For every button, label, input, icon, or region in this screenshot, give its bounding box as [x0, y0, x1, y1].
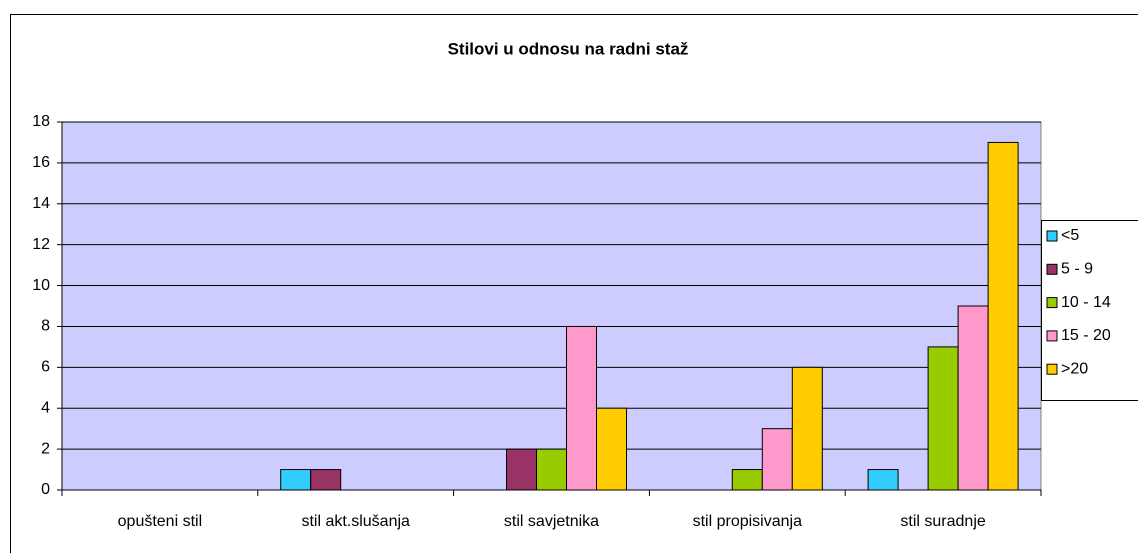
bar	[867, 469, 899, 491]
y-tick-label: 14	[32, 195, 50, 212]
y-tick-label: 18	[32, 113, 50, 130]
legend-label: >20	[1061, 360, 1088, 377]
x-tick-label: stil akt.slušanja	[301, 513, 410, 530]
plot-area	[61, 121, 1042, 491]
bar	[731, 469, 763, 491]
x-tick-label: stil suradnje	[900, 513, 985, 530]
legend-label: 15 - 20	[1061, 327, 1111, 344]
chart-title: Stilovi u odnosu na radni staž	[448, 39, 689, 58]
legend-swatch	[1046, 363, 1058, 375]
bar	[280, 469, 312, 491]
y-tick-label: 0	[41, 481, 50, 498]
y-tick-label: 8	[41, 318, 50, 335]
legend-swatch	[1046, 330, 1058, 342]
legend-label: 10 - 14	[1061, 294, 1111, 311]
y-tick-label: 16	[32, 154, 50, 171]
legend-label: <5	[1061, 227, 1079, 244]
y-tick-label: 4	[41, 399, 50, 416]
bar	[927, 346, 959, 491]
x-tick-label: stil propisivanja	[693, 513, 802, 530]
y-tick-label: 10	[32, 277, 50, 294]
legend-label: 5 - 9	[1061, 261, 1093, 278]
x-tick-label: opušteni stil	[118, 513, 203, 530]
legend-box	[1041, 220, 1138, 401]
bar	[310, 469, 342, 491]
bar	[761, 428, 793, 491]
bar	[506, 448, 537, 491]
legend-swatch	[1046, 230, 1058, 242]
bar	[987, 141, 1019, 491]
y-tick-label: 6	[41, 359, 50, 376]
bar	[536, 448, 567, 491]
bar	[791, 366, 823, 491]
bar	[957, 305, 989, 491]
legend-swatch	[1046, 297, 1058, 309]
bar	[596, 407, 627, 491]
y-tick-label: 2	[41, 440, 50, 457]
x-tick-label: stil savjetnika	[504, 513, 599, 530]
bar	[566, 325, 597, 491]
legend-swatch	[1046, 263, 1058, 275]
y-tick-label: 12	[32, 236, 50, 253]
